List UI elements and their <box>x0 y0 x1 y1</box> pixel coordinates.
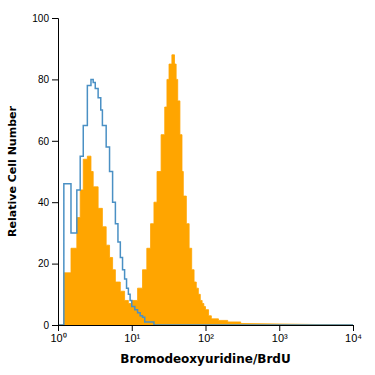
x-tick-mark <box>353 325 354 331</box>
x-tick-mark <box>132 325 133 331</box>
y-tick-label: 100 <box>32 13 49 24</box>
x-axis: 10⁰ 10¹ 10² 10³ 10⁴ <box>50 325 362 344</box>
y-tick: 40 <box>38 197 58 208</box>
y-tick: 80 <box>38 74 58 85</box>
chart: 10⁰ 10¹ 10² 10³ 10⁴ 0 20 40 60 80 100 Bromodeoxyuri… <box>0 0 375 375</box>
y-tick-mark <box>52 79 58 80</box>
y-tick-label: 80 <box>38 74 50 85</box>
y-tick-label: 60 <box>38 136 50 147</box>
x-tick: 10¹ <box>124 325 140 344</box>
x-tick-label: 10⁴ <box>345 332 362 344</box>
x-tick-label: 10¹ <box>124 332 140 344</box>
y-tick: 0 <box>43 320 58 331</box>
x-tick: 10⁰ <box>50 325 66 344</box>
x-tick-label: 10² <box>198 332 214 344</box>
x-tick: 10² <box>198 325 214 344</box>
x-tick: 10⁴ <box>345 325 362 344</box>
x-tick-mark <box>206 325 207 331</box>
y-tick-mark <box>52 264 58 265</box>
y-tick: 60 <box>38 136 58 147</box>
x-axis-line <box>59 326 354 332</box>
x-tick-label: 10⁰ <box>50 332 66 344</box>
y-tick-mark <box>52 18 58 19</box>
y-axis-title: Relative Cell Number <box>6 106 19 237</box>
y-tick-mark <box>52 325 58 326</box>
y-tick: 100 <box>32 13 58 24</box>
plot: 10⁰ 10¹ 10² 10³ 10⁴ 0 20 40 60 80 100 <box>32 13 362 344</box>
y-tick-mark <box>52 141 58 142</box>
x-tick: 10³ <box>272 325 288 344</box>
area <box>58 55 353 325</box>
y-axis-line <box>52 19 59 326</box>
y-tick: 20 <box>38 258 58 269</box>
y-tick-label: 40 <box>38 197 50 208</box>
line <box>58 79 353 325</box>
y-tick-label: 0 <box>43 320 49 331</box>
x-tick-mark <box>279 325 280 331</box>
x-tick-label: 10³ <box>272 332 288 344</box>
y-tick-label: 20 <box>38 258 50 269</box>
x-axis-title: Bromodeoxyuridine/BrdU <box>120 352 290 366</box>
y-tick-mark <box>52 202 58 203</box>
y-axis: 0 20 40 60 80 100 <box>32 13 58 331</box>
marks <box>58 55 353 325</box>
